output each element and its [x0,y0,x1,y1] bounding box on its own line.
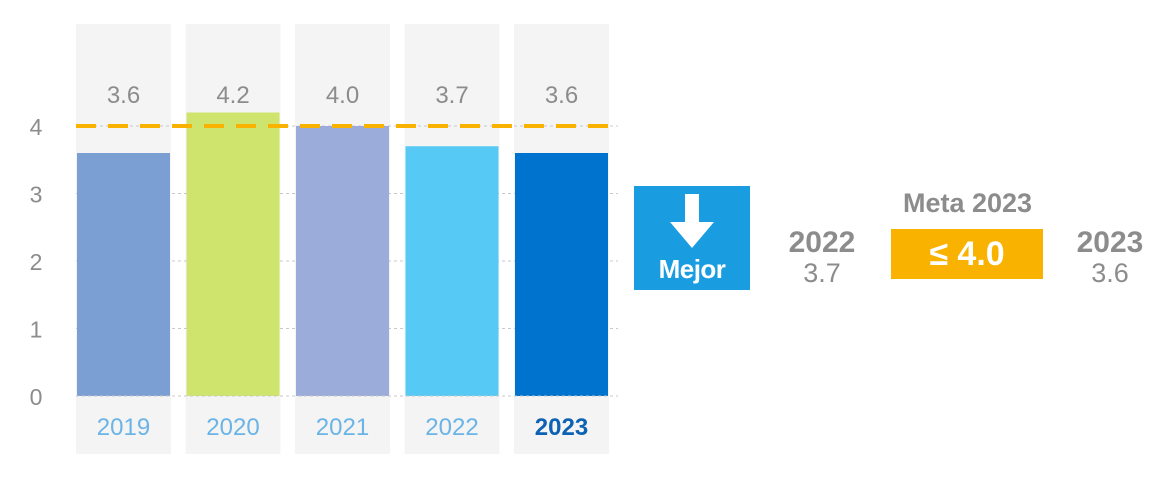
bar-2022 [405,146,499,396]
x-tick-label: 2023 [535,414,588,441]
y-tick-label: 0 [30,384,43,410]
bar-chart: 0 1 2 3 4 3.6 4.2 4.0 3.7 3.6 2019 2020 2021 2022 2023 [30,24,618,454]
bar-2021 [296,126,389,396]
current-year-label: 2023 [1076,226,1144,259]
x-tick-label: 2020 [206,414,259,441]
current-year-value: 3.6 [1091,258,1129,288]
better-indicator-label: Mejor [658,254,726,284]
bar-2020 [186,112,280,396]
current-year-summary: 2023 3.6 [1050,228,1170,287]
target-title: Meta 2023 [902,188,1033,218]
y-tick-label: 2 [30,249,43,275]
y-tick-label: 1 [30,317,43,343]
x-tick-label: 2022 [425,414,478,441]
previous-year-summary: 2022 3.7 [762,228,882,287]
bar-2023 [515,153,608,396]
previous-year-label: 2022 [788,226,856,259]
value-label: 4.2 [216,82,249,109]
value-label: 3.7 [435,82,468,109]
y-tick-label: 4 [30,114,43,140]
bar-2019 [77,153,170,396]
x-tick-label: 2019 [97,414,150,441]
x-tick-label: 2021 [316,414,369,441]
target-value-badge: ≤ 4.0 [891,229,1043,279]
previous-year-value: 3.7 [803,258,841,288]
value-label: 4.0 [326,82,359,109]
value-label: 3.6 [107,82,140,109]
down-arrow-icon [670,194,714,248]
better-indicator-badge: Mejor [634,186,750,290]
value-label: 3.6 [545,82,578,109]
y-tick-label: 3 [30,182,43,208]
